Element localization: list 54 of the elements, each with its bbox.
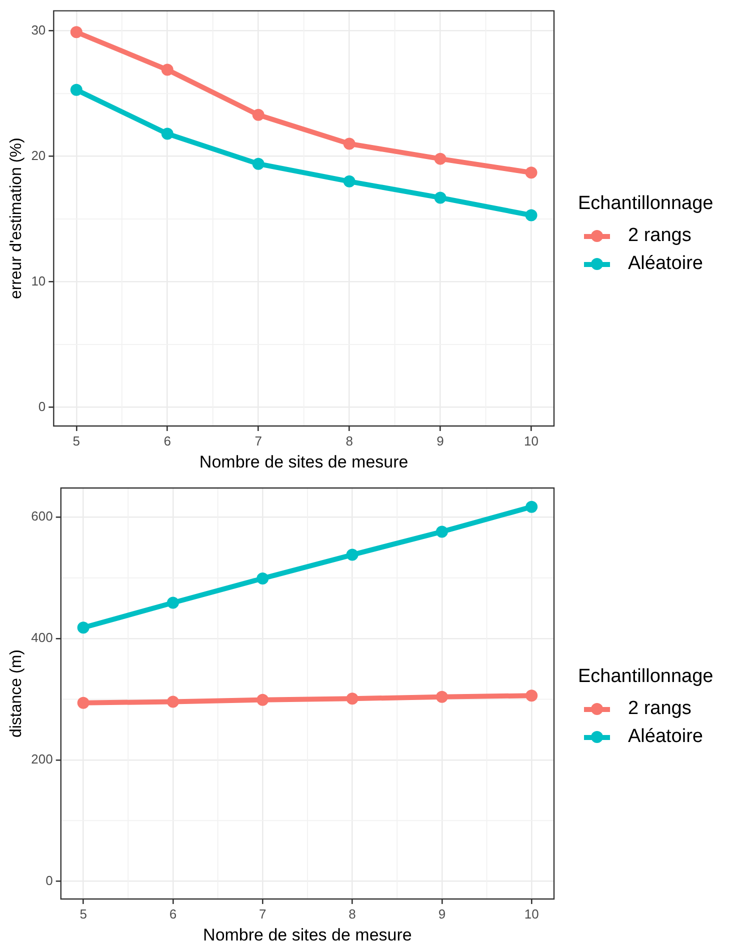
- point: [252, 158, 264, 170]
- legend-title: Echantillonnage: [578, 192, 714, 214]
- x-tick-label: 6: [169, 906, 177, 922]
- x-axis-title: Nombre de sites de mesure: [199, 452, 408, 472]
- legend-label: 2 rangs: [628, 224, 692, 246]
- point: [436, 526, 448, 538]
- point: [70, 84, 82, 96]
- x-tick-label: 6: [164, 433, 171, 448]
- point: [161, 64, 174, 76]
- x-tick-label: 7: [254, 433, 262, 448]
- point: [77, 622, 90, 634]
- y-tick-label: 30: [31, 22, 46, 38]
- point: [343, 138, 356, 150]
- y-tick-label: 10: [31, 273, 46, 288]
- x-tick-label: 9: [436, 433, 444, 448]
- x-tick-label: 9: [438, 906, 446, 922]
- x-tick-label: 8: [348, 906, 356, 922]
- point: [434, 152, 446, 165]
- point: [252, 108, 264, 121]
- point: [434, 192, 446, 204]
- point: [70, 26, 82, 38]
- point: [161, 128, 174, 140]
- x-axis-title: Nombre de sites de mesure: [203, 925, 412, 944]
- y-tick-label: 200: [31, 752, 53, 767]
- x-tick-label: 10: [524, 433, 538, 448]
- point: [436, 690, 448, 703]
- point: [346, 692, 358, 705]
- point: [166, 696, 179, 708]
- x-tick-label: 5: [72, 433, 80, 448]
- x-tick-label: 7: [259, 906, 266, 922]
- legend-title: Echantillonnage: [578, 666, 714, 688]
- point: [343, 175, 356, 188]
- point: [256, 572, 269, 584]
- legend-label: Aléatoire: [628, 726, 703, 748]
- point: [346, 548, 358, 561]
- point: [166, 596, 179, 609]
- point: [525, 166, 538, 179]
- y-tick-label: 600: [31, 508, 53, 524]
- legend-label: Aléatoire: [628, 252, 703, 274]
- point: [256, 694, 269, 706]
- x-tick-label: 10: [524, 906, 539, 922]
- y-axis-title: distance (m): [8, 649, 26, 738]
- y-tick-label: 0: [46, 872, 53, 888]
- x-tick-label: 5: [80, 906, 87, 922]
- point: [526, 690, 538, 702]
- point: [77, 696, 90, 709]
- x-tick-label: 8: [346, 433, 353, 448]
- point: [525, 209, 538, 222]
- y-tick-label: 0: [38, 398, 46, 414]
- y-tick-label: 400: [31, 630, 53, 646]
- y-tick-label: 20: [31, 148, 46, 163]
- y-axis-title: erreur d'estimation (%): [8, 138, 26, 300]
- point: [526, 500, 538, 513]
- legend-label: 2 rangs: [628, 698, 692, 720]
